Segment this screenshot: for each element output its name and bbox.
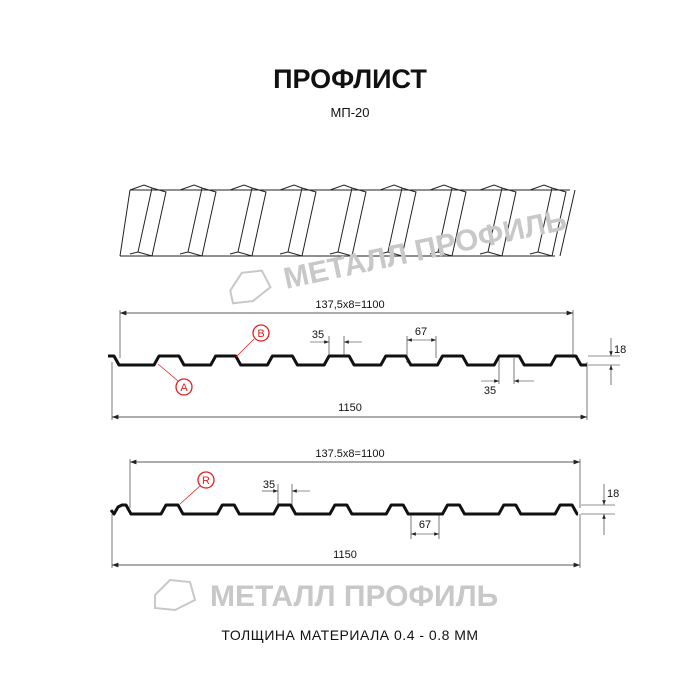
height-label: 18 (614, 344, 626, 356)
marker-r (197, 471, 215, 489)
watermark-text: МЕТАЛЛ ПРОФИЛЬ (210, 580, 498, 613)
top-width-label: 35 (312, 329, 324, 341)
watermark-2: МЕТАЛЛ ПРОФИЛЬ (154, 578, 498, 613)
sheet-3d-view (119, 184, 576, 257)
watermark-text: МЕТАЛЛ ПРОФИЛЬ (281, 204, 570, 296)
marker-a-label: A (180, 382, 188, 394)
watermark-1: МЕТАЛЛ ПРОФИЛЬ (229, 204, 570, 305)
profile-a-line (108, 354, 587, 367)
top-width-label: 35 (263, 479, 275, 491)
gap-label: 67 (415, 326, 427, 338)
width-label: 1150 (338, 402, 362, 414)
bottom-width-label: 35 (484, 385, 496, 397)
pitch-label: 137.5x8=1100 (315, 448, 384, 460)
sheet-edge (119, 189, 576, 257)
profile-b-line (109, 503, 579, 516)
width-label: 1150 (333, 549, 357, 561)
page-title: ПРОФЛИСТ (273, 64, 427, 94)
gap-label: 67 (419, 519, 431, 531)
sheet-rib (179, 184, 217, 257)
profile-a: 137,5x8=1100 1150 35 67 35 18 B A (108, 299, 626, 420)
marker-b-label: B (257, 328, 264, 340)
height-label: 18 (607, 488, 619, 500)
profile-b: 137.5x8=1100 1150 35 67 18 R (109, 448, 619, 568)
marker-r-label: R (202, 475, 210, 487)
page-subtitle: МП-20 (331, 105, 370, 120)
marker-b (252, 324, 270, 342)
material-thickness-note: ТОЛЩИНА МАТЕРИАЛА 0.4 - 0.8 ММ (221, 627, 478, 643)
marker-a (175, 378, 193, 396)
sheet-rib (279, 184, 317, 257)
sheet-rib (129, 184, 167, 257)
sheet-rib (229, 184, 267, 257)
sheet-rib (329, 184, 367, 257)
pitch-label: 137,5x8=1100 (315, 299, 384, 311)
